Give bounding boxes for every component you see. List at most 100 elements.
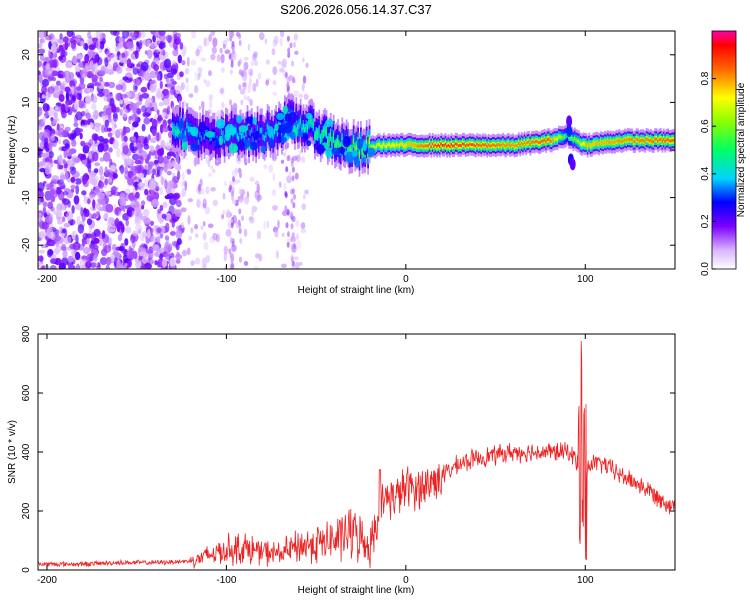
spectrogram-noise-blob — [56, 80, 61, 86]
spectrogram-noise-blob — [62, 36, 69, 43]
spectrogram-ridge-segment — [546, 138, 549, 142]
spectrogram-noise-blob — [60, 103, 66, 113]
spectrogram-noise-blob — [151, 198, 159, 208]
spectrogram-ridge-segment — [526, 140, 529, 144]
spectrogram-noise-blob — [129, 32, 137, 37]
spectrogram-noise-blob — [122, 126, 127, 136]
spectrogram-noise-blob — [60, 184, 66, 190]
spectrogram-noise-blob — [40, 197, 45, 203]
spectrogram-ridge-segment — [561, 135, 563, 139]
spectrogram-noise-blob — [38, 107, 43, 117]
spectrogram-noise-blob — [119, 164, 125, 175]
spectrogram-noise-blob — [142, 230, 147, 239]
spectrogram-streak — [231, 262, 235, 269]
spectrogram-noise-blob — [139, 182, 143, 187]
spectrogram-noise-blob — [300, 222, 306, 229]
spectrogram-noise-blob — [243, 61, 249, 71]
spectrogram-noise-blob — [38, 73, 43, 84]
spectrogram-ridge-segment — [472, 143, 474, 146]
spectrogram-ridge-segment — [299, 118, 302, 124]
spectrogram-ridge-segment — [337, 138, 339, 145]
spectrogram-noise-blob — [253, 265, 259, 269]
spectrogram-ridge-blob — [316, 144, 325, 155]
spectrogram-noise-blob — [263, 221, 266, 230]
spectrogram-noise-blob — [283, 182, 287, 191]
spectrogram-noise-blob — [223, 245, 229, 255]
spectrogram-noise-blob — [38, 198, 41, 206]
spectrogram-ridge-segment — [571, 136, 573, 140]
spectrogram-ridge-segment — [174, 129, 177, 136]
spectrogram-streak — [284, 72, 288, 78]
spectrogram-ridge-segment — [370, 145, 372, 149]
spectrogram-noise-blob — [39, 161, 46, 166]
spectrogram-noise-blob — [136, 79, 141, 86]
spectrogram-ridge-segment — [542, 139, 545, 143]
spectrogram-noise-blob — [165, 213, 172, 221]
spectrogram-ridge-segment — [242, 132, 245, 138]
spectrogram-noise-blob — [50, 133, 55, 142]
spectrogram-noise-blob — [124, 165, 128, 175]
spectrogram-noise-blob — [263, 164, 268, 170]
spectrogram-ridge-segment — [562, 135, 565, 139]
spectrogram-noise-blob — [147, 134, 151, 141]
spectrogram-noise-blob — [286, 175, 292, 184]
spectrogram-noise-blob — [304, 189, 309, 195]
spectrogram-ridge-segment — [536, 140, 539, 144]
spectrogram-noise-blob — [148, 169, 153, 175]
spectrogram-noise-blob — [50, 44, 57, 54]
spectrogram-noise-blob — [191, 31, 197, 39]
spectrogram-ridge-segment — [252, 136, 255, 142]
spectrogram-noise-blob — [301, 156, 306, 163]
spectrogram-noise-blob — [127, 77, 134, 82]
spectrogram-ridge-segment — [250, 127, 253, 134]
spectrogram-noise-blob — [118, 246, 125, 252]
spectrogram-ridge-segment — [535, 139, 537, 143]
spectrogram-ridge-segment — [273, 128, 276, 135]
spectrogram-ridge-segment — [331, 140, 334, 146]
spectrogram-noise-blob — [75, 263, 80, 269]
spectrogram-noise-blob — [51, 209, 59, 215]
spectrogram-noise-blob — [277, 219, 280, 229]
spectrogram-noise-blob — [59, 33, 63, 40]
spectrogram-noise-blob — [51, 70, 59, 77]
spectrogram-noise-blob — [71, 139, 77, 147]
spectrogram-noise-blob — [194, 224, 199, 230]
spectrogram-noise-blob — [271, 48, 276, 56]
spectrogram-ridge-segment — [365, 139, 368, 146]
spectrogram-noise-blob — [119, 99, 124, 105]
spectrogram-streak — [290, 256, 294, 263]
spectrogram-ridge-blob — [215, 118, 226, 129]
spectrogram-ridge-blob — [228, 143, 239, 154]
spectrogram-noise-blob — [66, 159, 73, 166]
spectrogram-streak — [287, 47, 291, 54]
spectrogram-noise-blob — [243, 56, 249, 61]
spectrogram-streak — [284, 192, 288, 199]
spectrogram-noise-blob — [129, 102, 137, 111]
spectrogram-noise-blob — [67, 236, 72, 244]
spectrogram-ridge-segment — [391, 143, 394, 147]
spectrogram-streak — [286, 82, 290, 89]
spectrogram-streak — [238, 40, 242, 46]
spectrogram-noise-blob — [174, 85, 183, 95]
spectrogram-ridge-segment — [594, 142, 596, 145]
spectrogram-ridge-segment — [444, 142, 447, 146]
spectrogram-ridge-segment — [440, 142, 443, 146]
spectrogram-noise-blob — [143, 72, 152, 81]
spectrogram-noise-blob — [195, 257, 201, 265]
spectrogram-noise-blob — [169, 87, 176, 95]
spectrogram-noise-blob — [110, 53, 118, 62]
spectrogram-ridge-segment — [255, 137, 257, 144]
spectrogram-noise-blob — [102, 88, 110, 97]
spectrogram-noise-blob — [63, 223, 71, 228]
spectrogram-noise-blob — [127, 177, 134, 186]
spectrogram-noise-blob — [65, 171, 69, 181]
spectrogram-ridge-segment — [503, 143, 506, 147]
spectrogram-noise-blob — [225, 228, 232, 237]
spectrogram-streak — [286, 155, 290, 162]
spectrogram-ridge-blob — [331, 147, 340, 155]
spectrogram-noise-blob — [140, 61, 149, 72]
spectrogram-ridge-segment — [352, 138, 355, 145]
spectrogram-noise-blob — [203, 78, 207, 84]
spectrogram-noise-blob — [59, 50, 68, 57]
spectrogram-ridge-segment — [265, 132, 268, 138]
